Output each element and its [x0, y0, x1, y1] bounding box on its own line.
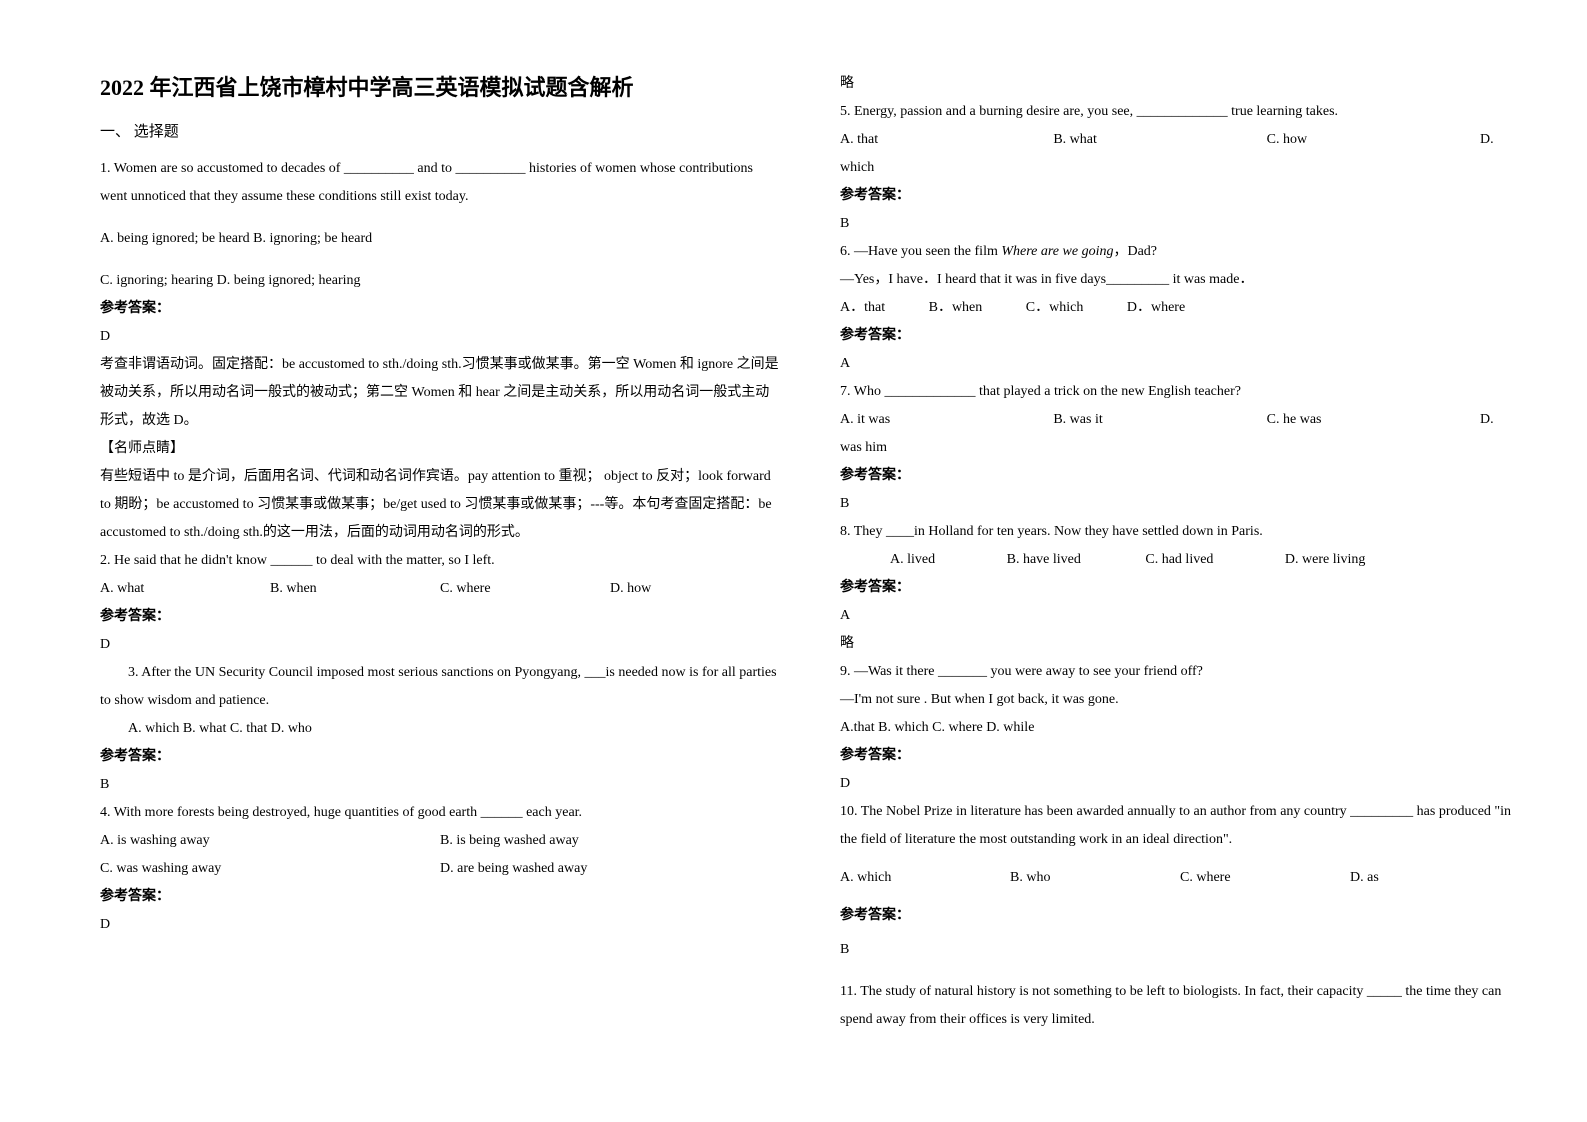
answer-label: 参考答案： — [840, 574, 1520, 602]
q4-text: 4. With more forests being destroyed, hu… — [100, 799, 780, 827]
q11-text: 11. The study of natural history is not … — [840, 978, 1520, 1034]
right-column: 略 5. Energy, passion and a burning desir… — [840, 70, 1520, 1034]
q10-options: A. which B. who C. where D. as — [840, 864, 1520, 892]
q6-text1: 6. —Have you seen the film Where are we … — [840, 238, 1520, 266]
q2-text: 2. He said that he didn't know ______ to… — [100, 547, 780, 575]
q4-options: A. is washing away B. is being washed aw… — [100, 827, 780, 855]
abbrev2: 略 — [840, 630, 1520, 658]
q10-text: 10. The Nobel Prize in literature has be… — [840, 798, 1520, 854]
left-column: 2022 年江西省上饶市樟村中学高三英语模拟试题含解析 一、 选择题 1. Wo… — [100, 70, 780, 1034]
abbrev: 略 — [840, 70, 1520, 98]
q5-options: A. that B. what C. how D. — [840, 126, 1520, 154]
q7-a: A. it was — [840, 406, 1053, 434]
q2-options: A. what B. when C. where D. how — [100, 575, 780, 603]
q1-tip: 有些短语中 to 是介词，后面用名词、代词和动名词作宾语。pay attenti… — [100, 463, 780, 547]
q10-b: B. who — [1010, 864, 1180, 892]
answer-label: 参考答案： — [100, 603, 780, 631]
q2-answer: D — [100, 631, 780, 659]
q5-d: D. — [1480, 126, 1520, 154]
answer-label: 参考答案： — [840, 182, 1520, 210]
q6-answer: A — [840, 350, 1520, 378]
q7-b: B. was it — [1053, 406, 1266, 434]
q7-options: A. it was B. was it C. he was D. — [840, 406, 1520, 434]
q2-a: A. what — [100, 575, 270, 603]
q7-answer: B — [840, 490, 1520, 518]
q5-a: A. that — [840, 126, 1053, 154]
q9-answer: D — [840, 770, 1520, 798]
q8-answer: A — [840, 602, 1520, 630]
q4-d: D. are being washed away — [440, 855, 780, 883]
q9-text1: 9. —Was it there _______ you were away t… — [840, 658, 1520, 686]
q4-c: C. was washing away — [100, 855, 440, 883]
q8-text: 8. They ____in Holland for ten years. No… — [840, 518, 1520, 546]
q5-b: B. what — [1053, 126, 1266, 154]
answer-label: 参考答案： — [840, 742, 1520, 770]
q5-extra: which — [840, 154, 1520, 182]
q1-answer: D — [100, 323, 780, 351]
q10-d: D. as — [1350, 864, 1520, 892]
page-title: 2022 年江西省上饶市樟村中学高三英语模拟试题含解析 — [100, 70, 780, 102]
q5-c: C. how — [1267, 126, 1480, 154]
answer-label: 参考答案： — [100, 743, 780, 771]
q4-answer: D — [100, 911, 780, 939]
q3-text: 3. After the UN Security Council imposed… — [100, 659, 780, 715]
q8-options: A. lived B. have lived C. had lived D. w… — [840, 546, 1520, 574]
tip-label: 【名师点睛】 — [100, 435, 780, 463]
q9-text2: —I'm not sure . But when I got back, it … — [840, 686, 1520, 714]
q7-c: C. he was — [1267, 406, 1480, 434]
q3-opts: A. which B. what C. that D. who — [100, 715, 780, 743]
q4-b: B. is being washed away — [440, 827, 780, 855]
answer-label: 参考答案： — [840, 462, 1520, 490]
answer-label: 参考答案： — [840, 902, 1520, 930]
q1-opts-b: C. ignoring; hearing D. being ignored; h… — [100, 267, 780, 295]
q4-options2: C. was washing away D. are being washed … — [100, 855, 780, 883]
q7-d: D. — [1480, 406, 1520, 434]
q2-d: D. how — [610, 575, 780, 603]
q1-explain: 考查非谓语动词。固定搭配：be accustomed to sth./doing… — [100, 351, 780, 435]
q6-options: A．that B．when C．which D．where — [840, 294, 1520, 322]
q10-answer: B — [840, 936, 1520, 964]
q1-opts-a: A. being ignored; be heard B. ignoring; … — [100, 225, 780, 253]
answer-label: 参考答案： — [100, 295, 780, 323]
q7-text: 7. Who _____________ that played a trick… — [840, 378, 1520, 406]
section-heading: 一、 选择题 — [100, 120, 780, 141]
q2-b: B. when — [270, 575, 440, 603]
q6-text2: —Yes，I have．I heard that it was in five … — [840, 266, 1520, 294]
q2-c: C. where — [440, 575, 610, 603]
q4-a: A. is washing away — [100, 827, 440, 855]
q9-opts: A.that B. which C. where D. while — [840, 714, 1520, 742]
answer-label: 参考答案： — [840, 322, 1520, 350]
q7-extra: was him — [840, 434, 1520, 462]
answer-label: 参考答案： — [100, 883, 780, 911]
q10-c: C. where — [1180, 864, 1350, 892]
q5-answer: B — [840, 210, 1520, 238]
q10-a: A. which — [840, 864, 1010, 892]
q3-answer: B — [100, 771, 780, 799]
q1-text: 1. Women are so accustomed to decades of… — [100, 155, 780, 211]
q5-text: 5. Energy, passion and a burning desire … — [840, 98, 1520, 126]
